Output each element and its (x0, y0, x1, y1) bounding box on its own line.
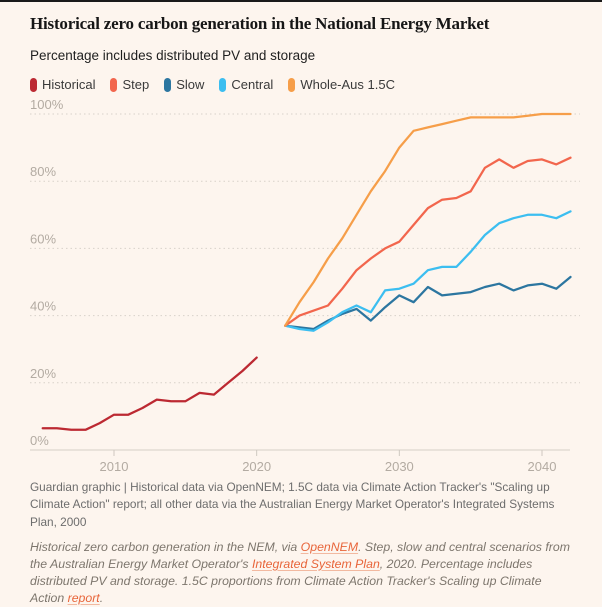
y-tick-label-80: 80% (30, 164, 56, 179)
legend-label: Slow (176, 77, 205, 93)
series-line-whole-aus-1-5c (284, 113, 572, 327)
caption: Historical zero carbon generation in the… (30, 539, 572, 607)
legend-swatch-slow (164, 77, 172, 92)
legend-label: Whole-Aus 1.5C (300, 77, 395, 93)
y-tick-label-0: 0% (30, 433, 49, 448)
caption-text: . Step, slow and central scenarios from … (30, 539, 570, 571)
series-line-central (284, 210, 572, 332)
y-tick-label-20: 20% (30, 366, 56, 381)
legend-label: Historical (42, 77, 96, 93)
legend-item-historical: Historical (30, 77, 95, 92)
caption-text: . (99, 590, 104, 605)
legend-swatch-step (110, 77, 118, 92)
opennem-link[interactable]: OpenNEM (300, 539, 359, 554)
y-tick-label-40: 40% (30, 299, 56, 314)
x-tick-label-2010: 2010 (100, 459, 129, 474)
legend-item-slow: Slow (164, 77, 204, 92)
y-axis-labels: 0% 20% 40% 60% 80% 100% (30, 97, 64, 448)
chart-title: Historical zero carbon generation in the… (30, 14, 490, 33)
legend-swatch-historical (30, 77, 37, 92)
chart-subtitle: Percentage includes distributed PV and s… (30, 48, 316, 64)
source-note: Guardian graphic | Historical data via O… (30, 480, 555, 529)
legend-item-central: Central (219, 77, 273, 92)
chart-legend: Historical Step Slow Central Whole-Aus 1.5C (30, 77, 572, 92)
legend-label: Step (122, 77, 150, 93)
y-tick-label-60: 60% (30, 232, 56, 247)
legend-item-whole-aus-1-5c: Whole-Aus 1.5C (288, 77, 395, 92)
legend-swatch-whole-aus-1-5c (288, 77, 296, 92)
x-axis-labels: 2010 2020 2030 2040 (100, 450, 557, 474)
x-tick-label-2030: 2030 (385, 459, 414, 474)
legend-item-step: Step (110, 77, 149, 92)
series-line-step (284, 156, 572, 327)
x-tick-label-2020: 2020 (242, 459, 271, 474)
y-tick-label-100: 100% (30, 97, 64, 112)
series-line-historical (41, 356, 258, 432)
line-chart: 0% 20% 40% 60% 80% 100% 2010 2020 2030 2040 (30, 97, 580, 474)
x-tick-label-2040: 2040 (528, 459, 557, 474)
legend-swatch-central (219, 77, 227, 92)
gridlines (30, 113, 580, 451)
legend-label: Central (231, 77, 274, 93)
caption-text: Historical zero carbon generation in the… (30, 539, 301, 554)
integrated-system-plan-link[interactable]: Integrated System Plan (251, 556, 380, 571)
report-link[interactable]: report (67, 590, 100, 605)
top-border (0, 0, 602, 2)
